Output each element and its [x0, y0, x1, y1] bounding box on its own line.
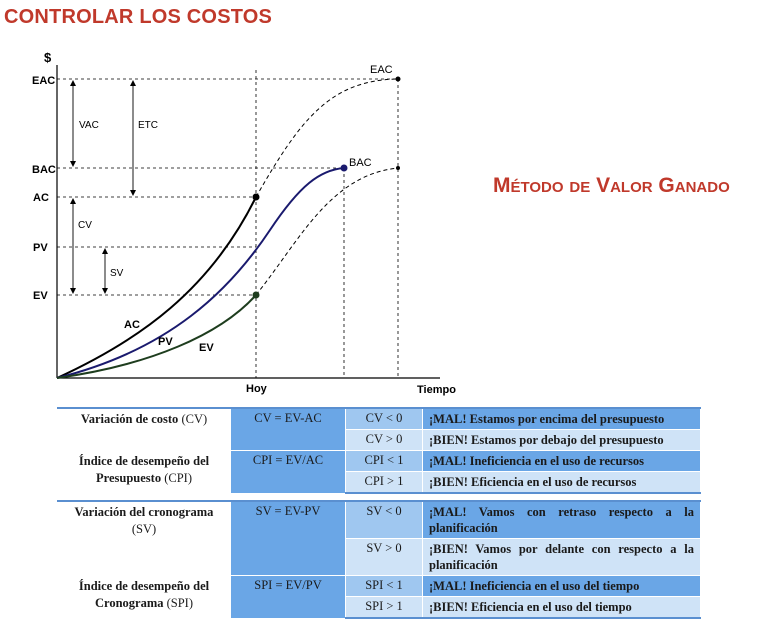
metric-message: ¡MAL! Estamos por encima del presupuesto: [422, 407, 701, 430]
metric-name: Índice de desempeño del Presupuesto (CPI…: [57, 450, 231, 494]
y-label-pv: PV: [33, 242, 48, 254]
metric-condition: SPI < 1: [345, 575, 423, 597]
metric-message: ¡MAL! Vamos con retraso respecto a la pl…: [422, 500, 701, 539]
metric-condition: SV < 0: [345, 500, 423, 539]
metric-condition: CV < 0: [345, 407, 423, 430]
y-label-bac: BAC: [32, 164, 56, 176]
y-label-eac: EAC: [32, 75, 55, 87]
metric-condition: CV > 0: [345, 429, 423, 451]
metric-name: Variación del cronograma (SV): [57, 500, 231, 576]
y-label-ac: AC: [33, 192, 49, 204]
metric-message: ¡BIEN! Eficiencia en el uso de recursos: [422, 471, 701, 494]
metric-formula: CV = EV-AC: [230, 407, 346, 451]
metric-name: Índice de desempeño del Cronograma (SPI): [57, 575, 231, 619]
earned-value-diagram: $ Tiempo Hoy EAC BAC AC PV EV VAC ETC CV: [32, 50, 456, 396]
ev-point: [252, 291, 260, 299]
method-subtitle: Método de Valor Ganado: [493, 174, 730, 197]
curve-label-ac: AC: [124, 319, 140, 331]
y-label-ev: EV: [33, 290, 48, 302]
metric-condition: SV > 0: [345, 538, 423, 576]
y-axis-symbol: $: [44, 50, 52, 65]
metric-condition: CPI > 1: [345, 471, 423, 494]
ac-curve: [56, 196, 257, 379]
eac-forecast-curve: [255, 78, 399, 198]
cv-label: CV: [78, 220, 92, 231]
metric-formula: CPI = EV/AC: [230, 450, 346, 494]
x-axis-label: Tiempo: [417, 384, 456, 396]
curve-label-pv: PV: [158, 336, 173, 348]
metric-message: ¡MAL! Ineficiencia en el uso de recursos: [422, 450, 701, 472]
vac-label: VAC: [79, 120, 99, 131]
metric-name: Variación de costo (CV): [57, 407, 231, 451]
ac-point: [252, 193, 260, 201]
curve-label-eac: EAC: [370, 64, 393, 76]
eac-point: [395, 76, 401, 82]
metric-message: ¡BIEN! Vamos por delante con respecto a …: [422, 538, 701, 576]
ev-forecast-curve: [255, 167, 399, 296]
metric-condition: SPI > 1: [345, 596, 423, 619]
metric-message: ¡MAL! Ineficiencia en el uso del tiempo: [422, 575, 701, 597]
sv-label: SV: [110, 268, 124, 279]
curve-label-bac: BAC: [349, 157, 372, 169]
pv-curve: [56, 167, 345, 379]
metric-message: ¡BIEN! Estamos por debajo del presupuest…: [422, 429, 701, 451]
page-title: CONTROLAR LOS COSTOS: [4, 6, 273, 28]
today-label: Hoy: [246, 383, 268, 395]
bac-point: [340, 164, 348, 172]
metric-message: ¡BIEN! Eficiencia en el uso del tiempo: [422, 596, 701, 619]
ev-forecast-end: [396, 166, 400, 170]
ev-curve: [56, 294, 257, 379]
cost-control-table: Variación de costo (CV) CV = EV-AC CV < …: [57, 407, 701, 619]
metric-formula: SPI = EV/PV: [230, 575, 346, 619]
metric-condition: CPI < 1: [345, 450, 423, 472]
metric-formula: SV = EV-PV: [230, 500, 346, 576]
curve-label-ev: EV: [199, 342, 214, 354]
etc-label: ETC: [138, 120, 158, 131]
